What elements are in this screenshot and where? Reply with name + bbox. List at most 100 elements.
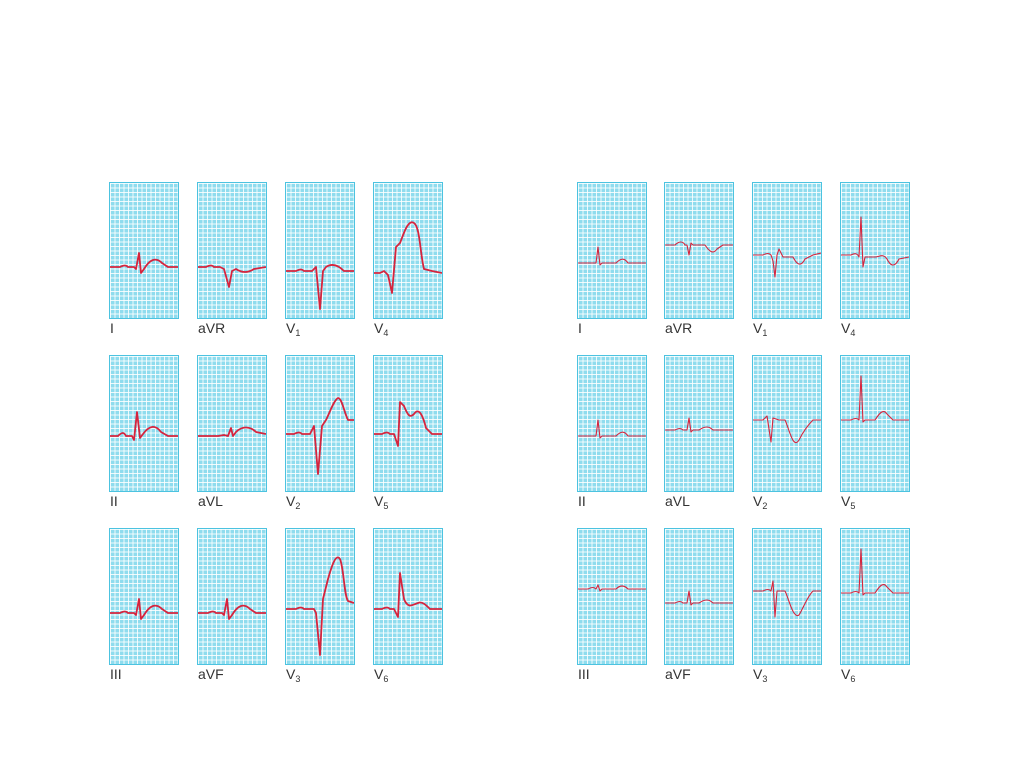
lead-subscript: 5 — [850, 501, 856, 511]
lead-subscript: 2 — [295, 501, 301, 511]
lead-name: aVR — [665, 320, 693, 336]
ecg-trace — [753, 415, 821, 443]
ecg-trace — [198, 264, 266, 288]
ecg-trace — [665, 241, 733, 256]
lead-name: V — [286, 493, 296, 509]
ecg-trace — [198, 426, 266, 437]
lead-label: V6 — [841, 666, 856, 684]
lead-label: III — [110, 667, 122, 681]
ecg-strip-right-avl — [664, 355, 734, 492]
ecg-strip-left-v6 — [373, 528, 443, 665]
lead-name: II — [110, 493, 118, 509]
ecg-trace — [753, 248, 821, 278]
ecg-trace-svg — [753, 580, 821, 618]
lead-label: V4 — [374, 320, 388, 338]
ecg-strip-left-v1 — [285, 182, 355, 319]
lead-label: V3 — [753, 666, 768, 684]
ecg-trace — [198, 598, 266, 620]
ecg-strip-right-avf — [664, 528, 734, 665]
lead-name: V — [286, 320, 296, 336]
lead-name: V — [374, 320, 384, 336]
lead-subscript: 6 — [850, 674, 856, 684]
ecg-trace — [374, 221, 442, 294]
lead-name: V — [374, 666, 384, 682]
ecg-trace — [110, 598, 178, 620]
ecg-trace — [665, 590, 733, 606]
ecg-trace — [286, 556, 354, 656]
ecg-strip-right-v6 — [840, 528, 910, 665]
ecg-strip-left-iii — [109, 528, 179, 665]
ecg-trace-svg — [665, 241, 733, 256]
ecg-strip-right-v2 — [752, 355, 822, 492]
lead-name: III — [578, 666, 590, 682]
lead-subscript: 1 — [762, 328, 768, 338]
ecg-strip-left-avl — [197, 355, 267, 492]
ecg-trace-svg — [578, 246, 646, 266]
ecg-trace-svg — [665, 590, 733, 606]
ecg-trace-svg — [110, 411, 178, 441]
lead-label: V5 — [374, 493, 389, 511]
ecg-strip-right-v3 — [752, 528, 822, 665]
lead-label: V2 — [753, 493, 767, 511]
ecg-strip-left-v5 — [373, 355, 443, 492]
lead-name: V — [753, 493, 763, 509]
lead-name: aVR — [198, 320, 226, 336]
lead-name: V — [286, 666, 296, 682]
ecg-trace — [374, 401, 442, 447]
ecg-strip-right-ii — [577, 355, 647, 492]
ecg-trace — [841, 216, 909, 268]
lead-name: V — [374, 493, 384, 509]
lead-subscript: 5 — [383, 501, 389, 511]
ecg-trace-svg — [286, 556, 354, 656]
ecg-trace-svg — [841, 375, 909, 423]
lead-label: V6 — [374, 666, 389, 684]
ecg-trace-svg — [374, 401, 442, 447]
ecg-trace-svg — [374, 221, 442, 294]
ecg-trace — [665, 417, 733, 433]
lead-name: III — [110, 666, 122, 682]
lead-subscript: 3 — [762, 674, 768, 684]
lead-name: V — [841, 320, 851, 336]
ecg-trace — [110, 252, 178, 274]
lead-name: V — [841, 666, 851, 682]
lead-label: V2 — [286, 493, 301, 511]
ecg-strip-left-ii — [109, 355, 179, 492]
ecg-strip-right-i — [577, 182, 647, 319]
ecg-trace — [578, 246, 646, 266]
ecg-trace-svg — [578, 419, 646, 439]
lead-label: V3 — [286, 666, 301, 684]
ecg-strip-left-avf — [197, 528, 267, 665]
ecg-trace — [753, 580, 821, 618]
lead-name: aVF — [198, 666, 224, 682]
lead-name: V — [753, 666, 763, 682]
lead-label: V1 — [753, 321, 768, 338]
ecg-trace-svg — [198, 426, 266, 437]
lead-label: V1 — [286, 320, 300, 338]
ecg-trace — [841, 375, 909, 423]
lead-subscript: 4 — [850, 328, 856, 338]
ecg-trace — [578, 584, 646, 592]
lead-name: aVL — [198, 493, 223, 509]
ecg-trace-svg — [665, 417, 733, 433]
ecg-strip-left-v4 — [373, 182, 443, 319]
ecg-trace — [286, 397, 354, 475]
lead-label: I — [578, 321, 582, 335]
ecg-trace — [110, 411, 178, 441]
ecg-trace — [286, 264, 354, 310]
ecg-trace-svg — [286, 397, 354, 475]
lead-label: V5 — [841, 494, 856, 511]
lead-subscript: 3 — [295, 674, 301, 684]
ecg-trace-svg — [578, 584, 646, 592]
lead-subscript: 6 — [383, 674, 389, 684]
ecg-strip-right-avr — [664, 182, 734, 319]
ecg-strip-right-v4 — [840, 182, 910, 319]
ecg-strip-right-iii — [577, 528, 647, 665]
ecg-trace-svg — [198, 598, 266, 620]
ecg-strip-right-v5 — [840, 355, 910, 492]
ecg-trace-svg — [110, 252, 178, 274]
ecg-trace — [841, 548, 909, 596]
ecg-trace-svg — [753, 415, 821, 443]
ecg-trace-svg — [110, 598, 178, 620]
ecg-strip-left-v2 — [285, 355, 355, 492]
